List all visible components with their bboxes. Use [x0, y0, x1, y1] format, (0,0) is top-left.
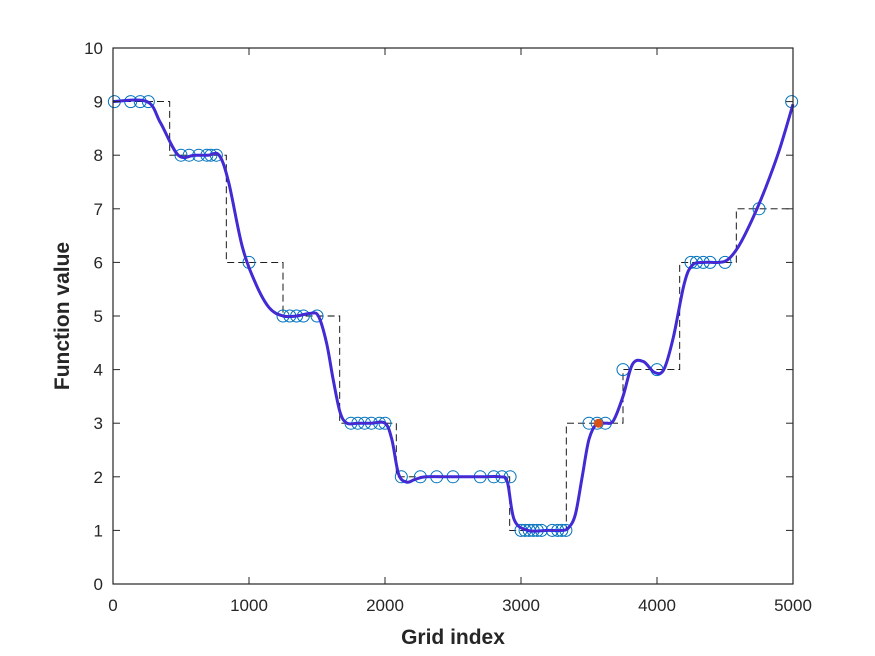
data-point-marker: [394, 470, 408, 484]
chart-marks: [107, 95, 799, 537]
y-tick-label: 1: [94, 521, 103, 540]
x-tick-label: 5000: [774, 596, 812, 615]
x-axis-title: Grid index: [401, 626, 505, 649]
x-tick-label: 2000: [366, 596, 404, 615]
y-tick-label: 4: [94, 361, 103, 380]
y-tick-label: 5: [94, 307, 103, 326]
data-point-marker: [310, 309, 324, 323]
y-tick-label: 0: [94, 575, 103, 594]
x-tick-label: 0: [108, 596, 117, 615]
y-tick-label: 2: [94, 468, 103, 487]
fitted-curve-core: [112, 99, 794, 532]
y-tick-label: 7: [94, 200, 103, 219]
data-point-marker: [174, 148, 188, 162]
axis-ticks: 0 1000 2000 3000 4000 5000 0 1 2 3 4 5 6 7 8 9 10: [84, 39, 812, 615]
highlighted-point: [594, 418, 604, 428]
y-tick-label: 6: [94, 253, 103, 272]
y-tick-label: 10: [84, 39, 103, 58]
y-tick-label: 9: [94, 93, 103, 112]
plot-area: [113, 48, 793, 584]
y-tick-label: 3: [94, 414, 103, 433]
y-axis-title: Function value: [51, 242, 74, 390]
x-tick-label: 3000: [502, 596, 540, 615]
y-tick-label: 8: [94, 146, 103, 165]
x-tick-label: 4000: [638, 596, 676, 615]
x-tick-label: 1000: [230, 596, 268, 615]
